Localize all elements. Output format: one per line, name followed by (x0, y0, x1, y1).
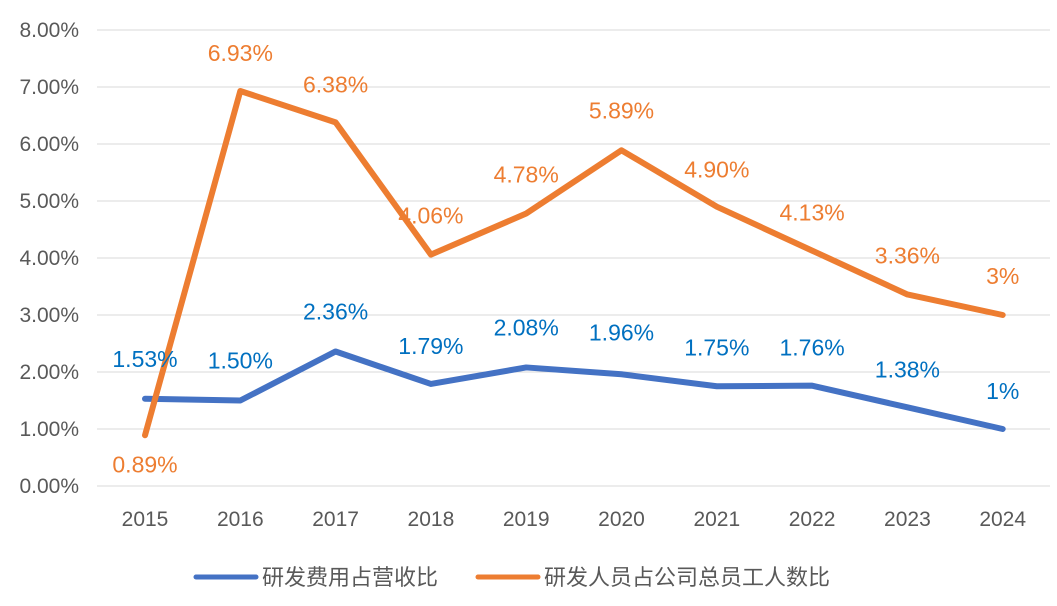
x-axis-ticks: 2015 2016 2017 2018 2019 2020 2021 2022 2023 2024 (122, 508, 1027, 531)
y-tick-label: 0.00% (19, 475, 79, 498)
x-tick-label: 2021 (693, 508, 740, 531)
legend: 研发费用占营收比 研发人员占公司总员工人数比 (193, 566, 830, 591)
data-label: 1.96% (589, 319, 654, 345)
rd-expense-ratio-line (142, 348, 1006, 432)
data-point (523, 211, 529, 217)
data-point (142, 396, 148, 402)
data-label: 6.38% (303, 71, 368, 97)
data-labels: 1.53% 1.50% 2.36% 1.79% 2.08% 1.96% 1.75% 1.76%… (112, 40, 1019, 477)
data-point (1000, 312, 1006, 318)
data-point (333, 348, 339, 354)
data-point (619, 147, 625, 153)
x-tick-label: 2016 (217, 508, 264, 531)
data-point (523, 364, 529, 370)
gridlines (97, 29, 1050, 487)
data-label: 4.06% (398, 203, 463, 229)
data-label: 2.08% (494, 314, 559, 340)
data-label: 1.79% (398, 333, 463, 359)
data-label: 1.75% (684, 334, 749, 360)
x-tick-label: 2022 (789, 508, 836, 531)
data-label: 6.93% (208, 40, 273, 66)
y-tick-label: 7.00% (19, 76, 79, 99)
data-label: 4.90% (684, 157, 749, 183)
data-label: 1.50% (208, 348, 273, 374)
data-point (428, 381, 434, 387)
x-tick-label: 2018 (408, 508, 455, 531)
y-tick-label: 8.00% (19, 19, 79, 42)
y-tick-label: 3.00% (19, 304, 79, 327)
data-point (809, 248, 815, 254)
x-tick-label: 2020 (598, 508, 645, 531)
data-point (714, 204, 720, 210)
y-tick-label: 4.00% (19, 247, 79, 270)
x-tick-label: 2023 (884, 508, 931, 531)
data-label: 1.76% (779, 335, 844, 361)
x-tick-label: 2019 (503, 508, 550, 531)
data-label: 1% (986, 378, 1019, 404)
legend-label-rd-expense: 研发费用占营收比 (262, 566, 438, 591)
data-label: 2.36% (303, 298, 368, 324)
legend-label-rd-staff: 研发人员占公司总员工人数比 (544, 566, 830, 591)
y-tick-label: 5.00% (19, 190, 79, 213)
data-point (428, 252, 434, 258)
series-lines (142, 87, 1006, 439)
data-point (333, 119, 339, 125)
y-tick-label: 6.00% (19, 133, 79, 156)
data-label: 1.38% (875, 356, 940, 382)
data-point (142, 432, 148, 438)
y-tick-label: 1.00% (19, 418, 79, 441)
y-axis-ticks: 0.00% 1.00% 2.00% 3.00% 4.00% 5.00% 6.00% 7.00%… (19, 19, 79, 498)
rd-staff-ratio-line (142, 87, 1006, 439)
data-point (237, 398, 243, 404)
x-tick-label: 2015 (122, 508, 169, 531)
data-point (904, 404, 910, 410)
data-label: 1.53% (112, 346, 177, 372)
data-point (809, 383, 815, 389)
x-tick-label: 2024 (979, 508, 1026, 531)
x-tick-label: 2017 (312, 508, 359, 531)
data-point (904, 291, 910, 297)
data-label: 4.78% (494, 162, 559, 188)
data-point (714, 383, 720, 389)
data-point (1000, 426, 1006, 432)
data-label: 3% (986, 263, 1019, 289)
data-label: 3.36% (875, 242, 940, 268)
y-tick-label: 2.00% (19, 361, 79, 384)
data-label: 0.89% (112, 451, 177, 477)
data-label: 4.13% (779, 200, 844, 226)
data-label: 5.89% (589, 97, 654, 123)
data-point (619, 371, 625, 377)
data-point (237, 88, 243, 94)
